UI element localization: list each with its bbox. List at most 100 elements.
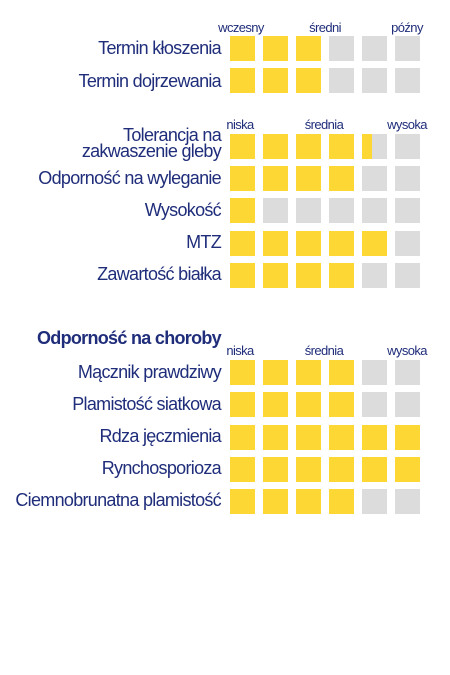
rating-cell: [395, 425, 420, 450]
rating-cell: [362, 360, 387, 385]
rating-cell: [329, 231, 354, 256]
row-label: Termin dojrzewania: [78, 71, 222, 91]
row-label: Termin kłoszenia: [98, 38, 222, 58]
rating-cell: [329, 457, 354, 482]
rating-cell: [329, 425, 354, 450]
rating-cell-fill: [230, 36, 255, 61]
rating-cell-fill: [296, 263, 321, 288]
section-title: Odporność na choroby: [36, 328, 222, 348]
rating-cell: [395, 360, 420, 385]
rating-cell: [263, 457, 288, 482]
rating-cell: [263, 36, 288, 61]
rating-cell: [230, 360, 255, 385]
rating-cell-fill: [263, 392, 288, 417]
rating-cell: [230, 263, 255, 288]
rating-cell-fill: [296, 425, 321, 450]
rating-cell: [362, 231, 387, 256]
rating-cell: [230, 392, 255, 417]
rating-cell-fill: [329, 489, 354, 514]
rating-cell: [296, 392, 321, 417]
rating-cell: [230, 231, 255, 256]
rating-cell: [395, 166, 420, 191]
rating-cell-fill: [362, 231, 387, 256]
rating-cell: [263, 263, 288, 288]
rating-cell: [395, 134, 420, 159]
scale-label-high: wysoka: [387, 117, 427, 132]
rating-cell: [395, 36, 420, 61]
rating-cell: [230, 166, 255, 191]
rating-cell-fill: [263, 360, 288, 385]
rating-cell: [263, 231, 288, 256]
rating-cell: [296, 263, 321, 288]
rating-cell-fill: [230, 425, 255, 450]
rating-cell: [263, 425, 288, 450]
rating-cell: [296, 457, 321, 482]
rating-cell-fill: [296, 231, 321, 256]
rating-cell: [230, 134, 255, 159]
rating-cell: [230, 489, 255, 514]
rating-cell: [362, 425, 387, 450]
rating-row: [230, 68, 420, 93]
row-label: Rynchosporioza: [101, 458, 222, 478]
rating-row: [230, 231, 420, 256]
rating-cell: [230, 36, 255, 61]
rating-cell-fill: [329, 263, 354, 288]
rating-cell-fill: [296, 457, 321, 482]
rating-row: [230, 489, 420, 514]
rating-cell: [296, 134, 321, 159]
rating-cell: [395, 392, 420, 417]
rating-cell: [362, 457, 387, 482]
rating-cell: [296, 231, 321, 256]
rating-cell-fill: [296, 134, 321, 159]
rating-cell: [263, 489, 288, 514]
rating-cell: [362, 263, 387, 288]
scale-label-low: niska: [226, 343, 254, 358]
rating-cell-fill: [329, 425, 354, 450]
rating-cell-fill: [230, 360, 255, 385]
row-label: MTZ: [186, 232, 222, 252]
rating-cell: [395, 489, 420, 514]
rating-cell: [395, 231, 420, 256]
rating-cell-fill: [263, 36, 288, 61]
rating-cell-fill: [296, 36, 321, 61]
rating-cell: [296, 36, 321, 61]
rating-cell-fill: [395, 457, 420, 482]
rating-cell: [329, 68, 354, 93]
rating-cell: [296, 425, 321, 450]
rating-cell: [230, 425, 255, 450]
rating-row: [230, 263, 420, 288]
rating-cell: [362, 489, 387, 514]
rating-cell: [329, 489, 354, 514]
rating-cell: [362, 166, 387, 191]
rating-cell-fill: [263, 231, 288, 256]
rating-cell: [263, 360, 288, 385]
rating-cell: [395, 198, 420, 223]
rating-cell: [329, 166, 354, 191]
rating-cell-fill: [263, 489, 288, 514]
rating-cell-fill: [329, 392, 354, 417]
rating-cell: [263, 198, 288, 223]
scale-label-medium: średnia: [304, 343, 344, 358]
rating-cell-fill: [230, 489, 255, 514]
rating-cell-fill: [296, 489, 321, 514]
rating-row: [230, 392, 420, 417]
rating-cell-fill: [230, 457, 255, 482]
rating-cell-fill: [395, 425, 420, 450]
rating-cell: [230, 457, 255, 482]
rating-cell-fill: [329, 134, 354, 159]
scale-label-medium: średnia: [304, 117, 344, 132]
rating-cell-fill: [296, 166, 321, 191]
rating-cell-fill: [230, 263, 255, 288]
rating-cell-fill: [230, 166, 255, 191]
rating-cell-fill: [296, 68, 321, 93]
rating-cell: [329, 36, 354, 61]
rating-cell: [296, 198, 321, 223]
scale-label-late: późny: [391, 20, 423, 35]
rating-cell-fill: [329, 360, 354, 385]
row-label: Ciemnobrunatna plamistość: [15, 490, 221, 510]
rating-cell: [395, 263, 420, 288]
rating-cell-fill: [263, 263, 288, 288]
rating-cell: [230, 68, 255, 93]
rating-cell: [230, 198, 255, 223]
rating-cell: [329, 134, 354, 159]
